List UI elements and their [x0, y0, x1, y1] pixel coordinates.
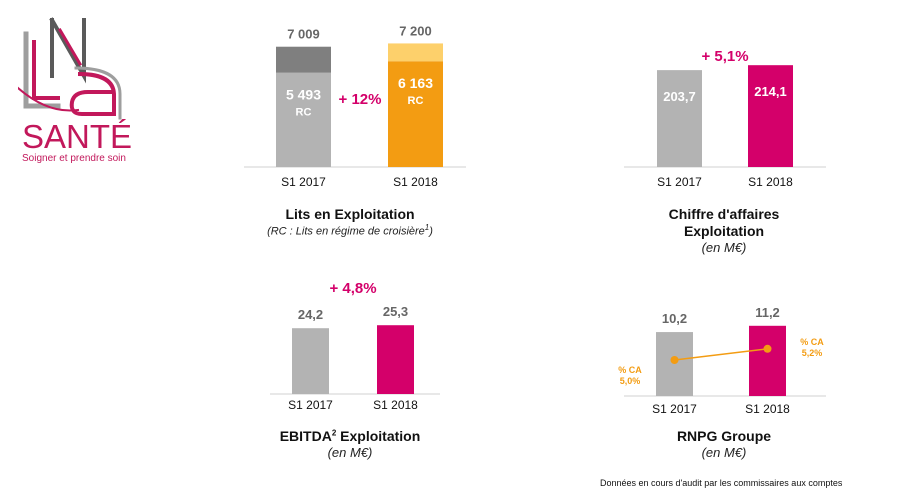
chart-ca-title2: Exploitation: [683, 223, 765, 239]
chart-lits-rc-label: RC: [296, 107, 312, 119]
chart-ebitda-value-label: 25,3: [383, 304, 408, 319]
chart-ebitda-subtitle: (en M€): [327, 445, 373, 460]
logo-brand: SANTÉ: [22, 118, 133, 155]
chart-rnpg-bar: [656, 332, 693, 396]
chart-rnpg-tick-label: S1 2018: [745, 402, 790, 416]
chart-ca-bar: [748, 65, 793, 167]
chart-ca-bar: [657, 70, 702, 167]
chart-rnpg-pct-point: [670, 356, 679, 364]
chart-ca-tick-label: S1 2018: [748, 175, 793, 189]
chart-ca-title: Chiffre d'affaires: [668, 206, 780, 222]
chart-ca-tick-label: S1 2017: [657, 175, 702, 189]
chart-ca-growth: + 5,1%: [701, 48, 748, 65]
chart-lits-bar-rc: [388, 61, 443, 167]
logo-swoosh: [18, 86, 80, 112]
chart-rnpg-title: RNPG Groupe: [676, 428, 772, 444]
chart-ca-value-label: 203,7: [663, 89, 696, 104]
chart-ebitda-growth: + 4,8%: [329, 280, 376, 297]
chart-rnpg-bar: [749, 325, 786, 396]
chart-rnpg-subtitle: (en M€): [701, 445, 747, 460]
chart-ebitda-title-text: EBITDA: [279, 428, 332, 444]
chart-lits-subtitle-end: ): [429, 225, 433, 238]
chart-lits-subtitle-text: (RC : Lits en régime de croisière: [267, 225, 425, 238]
chart-lits-rc-value: 6 163: [398, 75, 433, 91]
chart-lits-total-label: 7 200: [399, 23, 432, 38]
logo-a-outer: [74, 66, 122, 120]
chart-rnpg-value-label: 11,2: [755, 305, 780, 320]
chart-ca-subtitle: (en M€): [701, 240, 747, 255]
chart-rnpg-value-label: 10,2: [662, 311, 687, 326]
chart-lits-rc-label: RC: [408, 95, 424, 107]
chart-ebitda-tick-label: S1 2018: [373, 398, 418, 412]
audit-footnote: Données en cours d'audit par les commiss…: [600, 478, 843, 488]
chart-ebitda-value-label: 24,2: [298, 307, 323, 322]
chart-rnpg-pct-point: [763, 344, 772, 353]
chart-lits-total-label: 7 009: [287, 27, 320, 42]
chart-lits-tick-label: S1 2018: [393, 175, 438, 189]
chart-ebitda-title: EBITDA2 Exploitation: [230, 428, 470, 444]
chart-lits-rc-value: 5 493: [286, 87, 321, 103]
logo-a-stroke: [69, 71, 116, 116]
chart-lits-bar-rc: [276, 72, 331, 167]
chart-ebitda-footnote-mark: 2: [331, 428, 337, 438]
chart-rnpg-pct-value: 5,2%: [802, 348, 823, 358]
chart-ebitda-tick-label: S1 2017: [288, 398, 333, 412]
chart-ebitda-bar: [377, 325, 414, 394]
lna-logo: [18, 17, 122, 120]
chart-rnpg-pct-name: % CA: [618, 365, 642, 375]
chart-lits-footnote-mark: 1: [424, 223, 430, 232]
logo-l-inner: [32, 40, 60, 100]
chart-ca-value-label: 214,1: [754, 84, 787, 99]
chart-lits-title: Lits en Exploitation: [285, 206, 415, 222]
logo-n-inner: [57, 27, 83, 67]
chart-rnpg-pct-value: 5,0%: [620, 376, 641, 386]
chart-lits-subtitle: (RC : Lits en régime de croisière1): [220, 223, 480, 238]
chart-lits-bar-extra: [388, 43, 443, 62]
chart-rnpg-pct-name: % CA: [800, 337, 824, 347]
chart-rnpg-pct-line: [674, 348, 768, 361]
chart-ebitda-bar: [292, 328, 329, 394]
chart-lits-tick-label: S1 2017: [281, 175, 326, 189]
chart-lits-bar-extra: [276, 46, 331, 73]
chart-lits-growth: + 12%: [339, 91, 382, 108]
logo-tagline: Soigner et prendre soin: [22, 153, 126, 164]
chart-ebitda-title-end: Exploitation: [336, 428, 421, 444]
chart-rnpg-tick-label: S1 2017: [652, 402, 697, 416]
